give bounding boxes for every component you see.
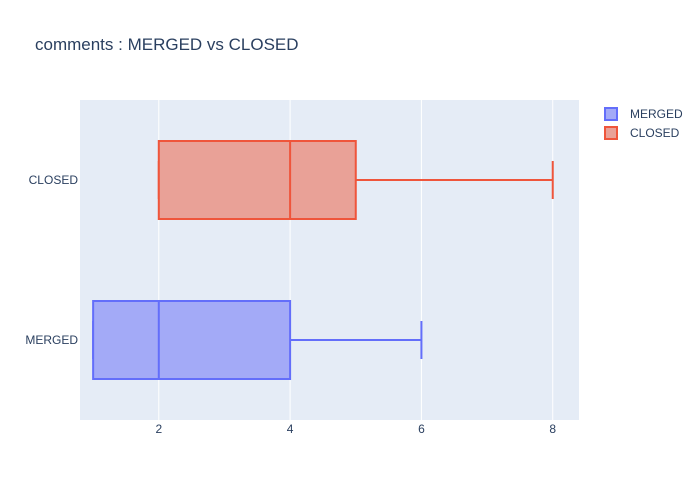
y-tick-label: MERGED	[25, 333, 78, 347]
legend-item-merged[interactable]: MERGED	[604, 107, 683, 121]
legend-swatch	[604, 126, 618, 140]
iqr-box	[92, 300, 292, 380]
x-axis-ticks: 2 4 6 8	[155, 422, 556, 436]
legend-item-closed[interactable]: CLOSED	[604, 126, 680, 140]
chart-title: comments : MERGED vs CLOSED	[35, 35, 299, 54]
box-closed	[157, 140, 554, 220]
x-tick-label: 6	[418, 422, 425, 436]
y-axis-ticks: MERGED CLOSED	[25, 173, 78, 347]
box-merged	[92, 300, 423, 380]
legend-swatch	[604, 107, 618, 121]
x-tick-label: 2	[155, 422, 162, 436]
x-tick-label: 4	[287, 422, 294, 436]
legend-label: MERGED	[630, 107, 683, 121]
legend[interactable]: MERGED CLOSED	[604, 107, 683, 140]
y-tick-label: CLOSED	[29, 173, 79, 187]
x-tick-label: 8	[549, 422, 556, 436]
legend-label: CLOSED	[630, 126, 680, 140]
box-series	[92, 140, 554, 380]
iqr-box	[157, 140, 357, 220]
